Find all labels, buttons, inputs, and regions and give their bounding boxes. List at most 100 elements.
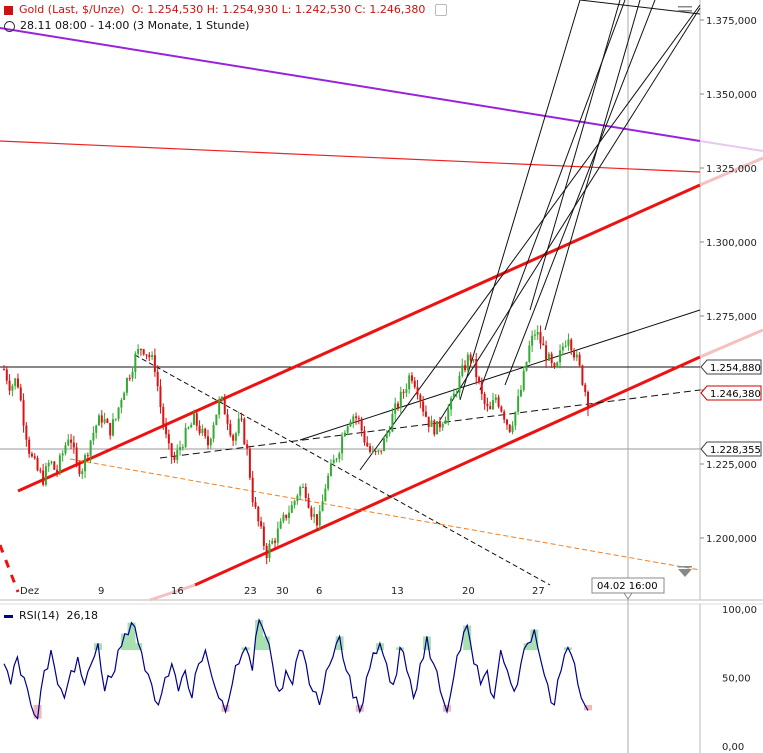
candle-body [355, 416, 358, 419]
candle-body [299, 487, 302, 496]
price-tick-label: 1.325,000 [706, 164, 757, 175]
candle-body [142, 349, 145, 355]
candle-body [123, 392, 126, 401]
candle-body [84, 455, 87, 472]
svg-text:9: 9 [98, 586, 104, 597]
candle-body [204, 428, 207, 437]
candle-body [307, 498, 310, 508]
fan-lines [359, 0, 701, 471]
candle-body [3, 369, 5, 371]
svg-text:1.228,355: 1.228,355 [710, 445, 761, 456]
candle-body [131, 372, 134, 379]
candle-body [296, 495, 299, 501]
candle-body [262, 526, 265, 546]
candle-body [561, 346, 564, 351]
candle-body [44, 466, 47, 485]
candle-body [156, 371, 159, 387]
rsi-header: RSI(14) 26,18 [4, 609, 98, 622]
candle-body [246, 444, 249, 449]
candle-body [75, 447, 78, 464]
candle-body [103, 419, 106, 423]
candle-body [478, 377, 481, 382]
svg-text:23: 23 [244, 586, 257, 597]
candle-body [64, 445, 67, 454]
candle-body [56, 469, 59, 473]
instrument-header: Gold (Last, $/Unze) O: 1.254,530 H: 1.25… [4, 3, 447, 16]
candle-body [438, 421, 441, 428]
candle-body [363, 430, 366, 443]
candle-body [290, 504, 293, 513]
candle-body [324, 488, 327, 502]
rsi-overbought-zone [375, 643, 384, 651]
candle-body [89, 440, 92, 456]
candle-body [304, 486, 307, 499]
candle-body [497, 397, 500, 407]
time-axis: Dez 9 16 23 30 6 13 20 27 [20, 586, 545, 597]
upper-channel-line [17, 183, 701, 493]
cursor-time-label: 04.02 16:00 [591, 577, 665, 600]
rsi-value: 26,18 [66, 609, 98, 622]
candle-body [279, 521, 282, 529]
candle-body [553, 363, 556, 368]
candle-body [232, 435, 235, 441]
candle-body [531, 335, 534, 346]
candle-body [198, 425, 201, 434]
svg-text:6: 6 [316, 586, 322, 597]
candle-body [584, 384, 587, 393]
candle-body [385, 433, 388, 439]
candle-body [165, 424, 168, 435]
svg-text:27: 27 [532, 586, 545, 597]
candle-body [33, 456, 36, 459]
candle-body [229, 423, 232, 436]
candle-body [81, 471, 84, 475]
candle-body [257, 506, 260, 522]
candle-body [573, 350, 576, 358]
candle-body [120, 400, 123, 408]
candle-body [511, 425, 514, 432]
candle-body [486, 403, 489, 407]
candle-body [285, 514, 288, 519]
candle-body [427, 416, 430, 427]
candle-body [349, 421, 352, 427]
candle-body [491, 400, 494, 410]
menu-icon[interactable] [678, 6, 692, 12]
candle-body [352, 416, 355, 422]
rsi-color-marker [4, 614, 13, 618]
candle-body [371, 450, 374, 452]
candle-body [8, 380, 11, 391]
candle-body [318, 511, 321, 526]
candle-body [556, 362, 559, 368]
candle-body [452, 393, 455, 399]
settings-icon[interactable] [434, 4, 447, 16]
candle-body [53, 461, 56, 470]
rsi-oversold-zone [33, 704, 42, 719]
candle-body [475, 359, 478, 378]
candle-body [441, 423, 444, 428]
candle-body [248, 448, 251, 478]
orange-dashed-line [69, 458, 701, 571]
candle-body [28, 439, 31, 454]
candle-body [480, 381, 483, 394]
candle-body [366, 442, 369, 447]
rsi-overbought-zone [261, 636, 270, 651]
candle-body [508, 424, 511, 432]
candle-body [545, 345, 548, 361]
candle-body [251, 477, 254, 503]
candle-body [483, 393, 486, 404]
candle-body [220, 396, 223, 400]
candle-body [494, 397, 497, 401]
price-tag-1228: 1.228,355 [700, 441, 762, 457]
candle-body [134, 353, 137, 373]
ohlc-values: O: 1.254,530 H: 1.254,930 L: 1.242,530 C… [131, 3, 426, 16]
scroll-down-icon[interactable] [678, 566, 692, 577]
rsi-tick-label: 100,00 [722, 605, 757, 616]
candle-body [533, 334, 536, 336]
candle-body [405, 389, 408, 393]
candle-body [167, 434, 170, 444]
red-resistance-line [0, 140, 701, 173]
candle-body [223, 396, 226, 415]
candle-body [114, 418, 117, 420]
instrument-name: Gold (Last, $/Unze) [19, 3, 125, 16]
rsi-overbought-zone [127, 622, 136, 651]
